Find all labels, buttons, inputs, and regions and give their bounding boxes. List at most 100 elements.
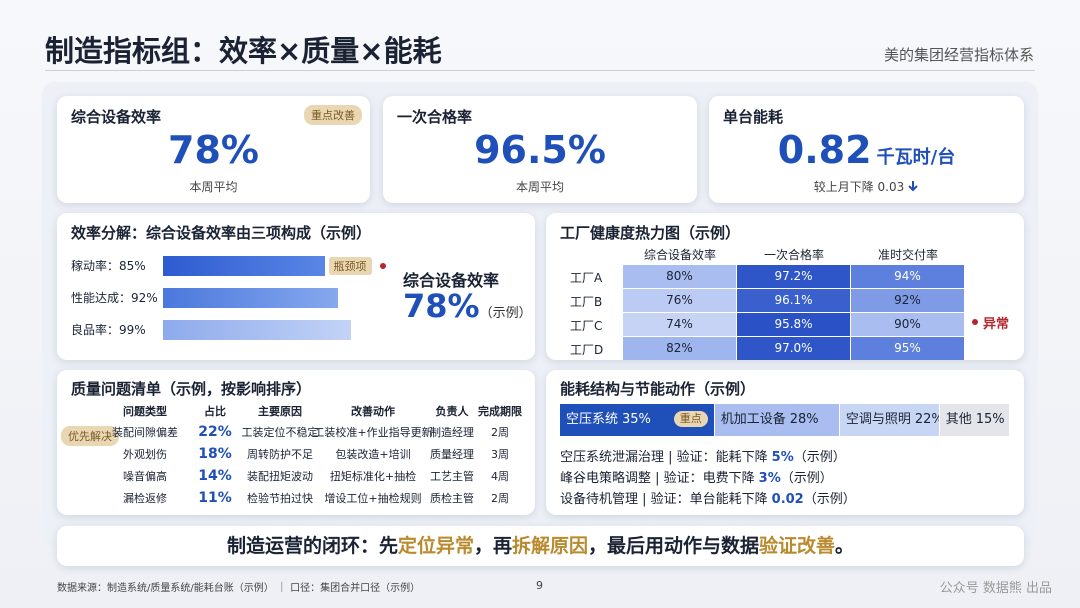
banner-text: 。: [835, 535, 855, 557]
column-header: 综合设备效率: [643, 248, 716, 262]
action-text: 设备待机管理 | 验证：单台能耗下降: [560, 492, 768, 507]
segment-value: 15%: [975, 412, 1005, 427]
heat-cell: 76%: [623, 289, 736, 312]
kpi-label: 单台能耗: [723, 108, 784, 126]
table-cell: 4周: [491, 470, 509, 483]
energy-panel: 能耗结构与节能动作（示例） 空压系统35%重点机加工设备28%空调与照明22%其…: [546, 370, 1024, 515]
heat-cell: 82%: [623, 337, 736, 360]
table-cell: 制造经理: [430, 426, 474, 439]
title: 制造指标组：效率×质量×能耗: [45, 34, 442, 68]
row-label: 工厂C: [570, 319, 603, 333]
summary-note: （示例）: [479, 306, 532, 321]
table-cell: 检验节拍过快: [247, 492, 313, 505]
kpi-value: 0.82: [777, 128, 872, 172]
table-cell: 质检主管: [430, 492, 474, 505]
heat-cell: 80%: [623, 265, 736, 288]
header-rule: [45, 70, 1035, 71]
column-header: 改善动作: [351, 405, 395, 418]
table-cell: 包装改造+培训: [335, 448, 411, 461]
table-cell: 外观划伤: [123, 448, 167, 461]
heat-cell: 95%: [851, 337, 964, 360]
kpi-card: 综合设备效率 重点改善 78% 本周平均: [57, 96, 370, 203]
bar-name: 稼动率：: [71, 259, 120, 273]
column-header: 完成期限: [478, 405, 522, 418]
segment-value: 28%: [789, 412, 819, 427]
kpi-note: 较上月下降 0.03: [813, 180, 905, 194]
table-cell: 工装定位不稳定: [241, 426, 319, 439]
column-header: 准时交付率: [877, 248, 938, 262]
heat-cell: 90%: [851, 313, 964, 336]
action-text: 峰谷电策略调整 | 验证：电费下降: [560, 471, 755, 486]
share-value: 14%: [198, 468, 232, 484]
share-value: 11%: [198, 490, 232, 506]
kpi-label: 一次合格率: [397, 108, 473, 126]
share-value: 18%: [198, 446, 232, 462]
panel-title: 能耗结构与节能动作（示例）: [560, 380, 756, 398]
kpi-value: 96.5%: [474, 128, 606, 172]
segment-name: 空调与照明: [845, 412, 911, 427]
energy-segment: 其他 15%: [939, 404, 1010, 436]
row-label: 工厂A: [570, 271, 603, 285]
kpi-card: 一次合格率 96.5% 本周平均: [383, 96, 697, 203]
banner-highlight: 拆解原因: [511, 535, 588, 557]
banner-highlight: 定位异常: [397, 535, 474, 557]
watermark: 公众号 数据熊 出品: [939, 581, 1052, 596]
down-arrow: [908, 181, 918, 192]
kpi-note: 本周平均: [515, 180, 564, 194]
bar-label: 良品率：99%: [71, 321, 146, 338]
segment-value: 35%: [622, 412, 651, 427]
quality-panel: 质量问题清单（示例，按影响排序） 优先解决 问题类型 占比 主要原因 改善动作 负责人完…: [57, 370, 535, 515]
bar: [163, 256, 325, 276]
table-cell: 2周: [491, 492, 509, 505]
column-header: 占比: [204, 405, 226, 418]
heat-cell: 92%: [851, 289, 964, 312]
column-header: 一次合格率: [763, 248, 824, 262]
action-text: 空压系统泄漏治理 | 验证：能耗下降: [560, 450, 768, 465]
segment-name: 其他: [945, 412, 972, 427]
bar-value-label: 92%: [131, 291, 158, 305]
heat-cell: 97.2%: [737, 265, 850, 288]
kpi-note-row: 较上月下降 0.03: [709, 178, 1024, 195]
heat-cell: 97.0%: [737, 337, 850, 360]
segment-name: 空压系统: [566, 412, 619, 427]
table-cell: 噪音偏高: [123, 470, 167, 483]
table-cell: 增设工位+抽检规则: [324, 492, 422, 505]
banner-text: ，再: [473, 535, 512, 557]
bar: [163, 288, 338, 308]
bar-value-label: 85%: [119, 259, 146, 273]
bar-label: 稼动率：85%: [71, 257, 146, 274]
column-header: 负责人: [435, 405, 469, 418]
bar-label: 性能达成：92%: [71, 289, 158, 306]
efficiency-panel: 效率分解：综合设备效率由三项构成（示例） 综合设备效率 78%（示例） 稼动率：…: [57, 213, 535, 360]
summary-label: 综合设备效率: [403, 271, 500, 290]
summary-value: 78%: [403, 287, 480, 325]
alert-dot: [972, 319, 978, 325]
action-metric: 5%: [771, 450, 794, 465]
banner-text: 制造运营的闭环：先: [226, 535, 398, 557]
kpi-note: 本周平均: [189, 180, 238, 194]
bar-value-label: 99%: [119, 323, 146, 337]
summary: 78%（示例）: [403, 287, 532, 325]
banner: 制造运营的闭环：先定位异常，再拆解原因，最后用动作与数据验证改善。: [57, 526, 1024, 566]
action-suffix: （示例）: [780, 471, 833, 486]
table-cell: 装配扭矩波动: [247, 470, 313, 483]
action-item: 峰谷电策略调整 | 验证：电费下降 3%（示例）: [560, 467, 833, 486]
action-item: 设备待机管理 | 验证：单台能耗下降 0.02（示例）: [560, 488, 856, 507]
table-cell: 质量经理: [430, 448, 474, 461]
energy-segment: 空压系统 35% 重点: [560, 404, 715, 436]
alert-dot: [379, 263, 386, 269]
kpi-badge: 重点改善: [304, 105, 362, 125]
annotation: 异常: [983, 317, 1010, 332]
kpi-value-row: 0.82 千瓦时/台: [709, 128, 1024, 172]
subtitle: 美的集团经营指标体系: [883, 46, 1034, 64]
heat-cell: 94%: [851, 265, 964, 288]
kpi-value: 78%: [168, 128, 259, 172]
bar-name: 性能达成：: [71, 291, 132, 305]
table-cell: 3周: [491, 448, 509, 461]
table-cell: 工艺主管: [430, 470, 474, 483]
table-cell: 周转防护不足: [247, 448, 313, 461]
priority-badge: 优先解决: [61, 426, 119, 446]
